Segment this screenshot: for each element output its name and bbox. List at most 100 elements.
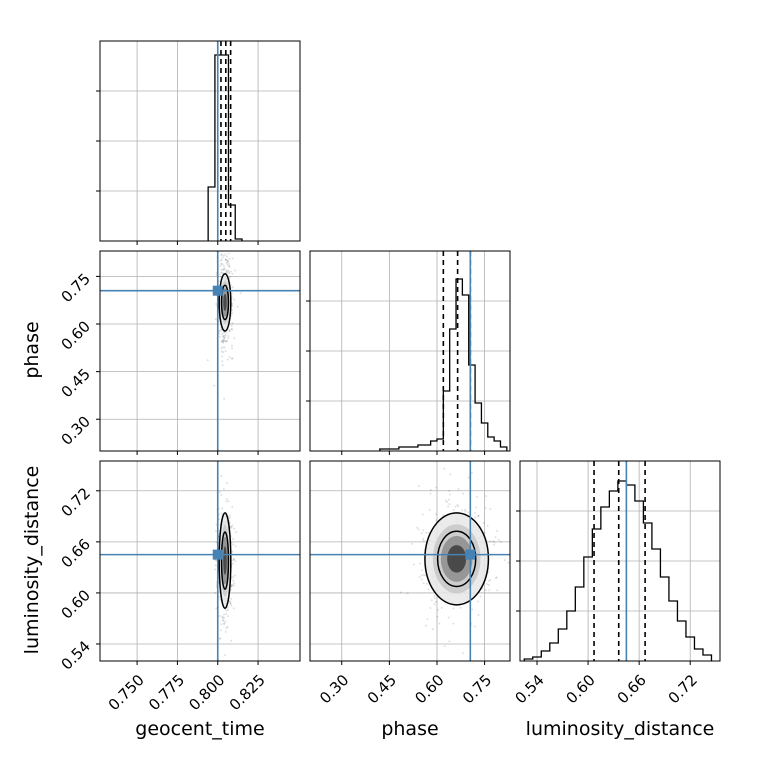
sample-point	[222, 254, 225, 257]
sample-point	[477, 600, 480, 603]
y-tick-label: 0.30	[58, 413, 94, 449]
x-axis-label-phase: phase	[381, 718, 438, 740]
sample-point	[220, 350, 223, 353]
sample-point	[239, 292, 242, 295]
sample-point	[231, 524, 234, 527]
sample-point	[493, 543, 496, 546]
sample-point	[225, 332, 228, 335]
truth-marker	[212, 285, 223, 296]
sample-point	[427, 588, 430, 591]
sample-point	[228, 600, 231, 603]
sample-point	[214, 318, 217, 321]
sample-point	[224, 253, 227, 256]
sample-point	[222, 613, 225, 616]
sample-point	[426, 617, 429, 620]
sample-point	[464, 510, 467, 513]
panel-frame	[99, 40, 301, 242]
sample-point	[214, 559, 217, 562]
sample-point	[485, 494, 488, 497]
sample-point	[424, 574, 427, 577]
y-tick-label: 0.66	[58, 535, 94, 571]
sample-point	[225, 340, 228, 343]
sample-point	[435, 513, 438, 516]
sample-point	[504, 559, 507, 562]
sample-point	[231, 249, 233, 251]
sample-point	[221, 346, 224, 349]
sample-point	[471, 608, 474, 611]
panel-frame	[99, 460, 301, 662]
sample-point	[230, 526, 233, 529]
sample-point	[231, 312, 234, 315]
sample-point	[230, 585, 233, 588]
sample-point	[440, 606, 443, 609]
sample-point	[425, 531, 428, 534]
sample-point	[223, 268, 226, 271]
sample-point	[488, 589, 491, 592]
sample-point	[219, 598, 222, 601]
sample-point	[507, 561, 510, 564]
sample-point	[220, 493, 223, 496]
sample-point	[222, 331, 225, 334]
sample-point	[231, 347, 234, 350]
panel-geocent_time-phase	[96, 228, 301, 455]
panels-group	[96, 40, 721, 665]
sample-point	[452, 607, 455, 610]
sample-point	[231, 505, 234, 508]
sample-point	[496, 589, 499, 592]
x-tick-label: 0.75	[459, 671, 495, 707]
sample-point	[231, 257, 234, 260]
sample-point	[399, 591, 402, 594]
sample-point	[221, 360, 224, 363]
sample-point	[473, 625, 476, 628]
sample-point	[422, 574, 425, 577]
sample-point	[486, 583, 489, 586]
sample-point	[231, 302, 234, 305]
sample-point	[230, 584, 233, 587]
sample-point	[406, 592, 409, 595]
sample-point	[435, 519, 438, 522]
sample-point	[230, 604, 233, 607]
density-group	[310, 461, 510, 661]
sample-point	[425, 624, 428, 627]
sample-point	[444, 499, 447, 502]
sample-point	[489, 578, 492, 581]
density-group	[100, 228, 300, 451]
sample-point	[225, 228, 227, 230]
sample-point	[220, 512, 223, 515]
sample-point	[225, 500, 228, 503]
sample-point	[452, 508, 455, 511]
sample-point	[420, 574, 423, 577]
sample-point	[228, 522, 231, 525]
sample-point	[220, 340, 223, 343]
sample-point	[223, 334, 226, 337]
sample-point	[223, 339, 226, 342]
sample-point	[219, 275, 222, 278]
panel-frame	[309, 460, 511, 662]
sample-point	[417, 528, 420, 531]
sample-point	[217, 248, 219, 250]
sample-point	[495, 576, 498, 579]
sample-point	[230, 597, 233, 600]
sample-point	[233, 298, 236, 301]
panel-frame	[99, 250, 301, 452]
density-level	[223, 546, 227, 575]
sample-point	[229, 602, 232, 605]
sample-point	[427, 531, 430, 534]
panel-frame	[519, 460, 721, 662]
sample-point	[474, 516, 477, 519]
sample-point	[220, 475, 223, 478]
panel-geocent_time-geocent_time	[96, 40, 301, 245]
sample-point	[227, 272, 230, 275]
labels-group: geocent_time phase luminosity_distance p…	[21, 270, 714, 740]
sample-point	[219, 615, 222, 618]
contour-line	[218, 273, 232, 332]
sample-point	[489, 508, 492, 511]
sample-point	[474, 506, 477, 509]
sample-point	[234, 545, 237, 548]
histogram-phase	[379, 278, 508, 451]
sample-point	[218, 273, 221, 276]
y-tick-label: 0.75	[58, 270, 94, 306]
sample-point	[227, 263, 230, 266]
sample-point	[229, 600, 232, 603]
sample-point	[230, 309, 233, 312]
